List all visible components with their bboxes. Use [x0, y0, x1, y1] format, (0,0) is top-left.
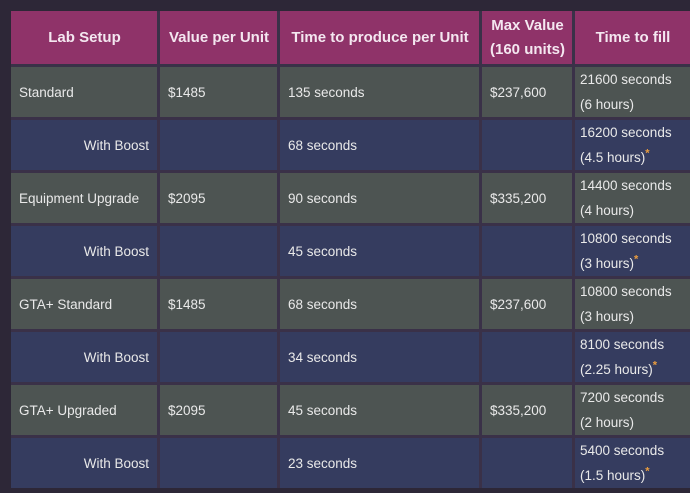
fill-hours: (2 hours) [580, 415, 635, 430]
cell-value-per-unit: $1485 [160, 67, 277, 117]
cell-time-to-fill: 16200 seconds (4.5 hours)* [575, 120, 690, 170]
fill-seconds: 10800 seconds [580, 231, 672, 246]
cell-time-per-unit: 45 seconds [280, 385, 479, 435]
cell-time-per-unit: 45 seconds [280, 226, 479, 276]
column-header-time-to-fill: Time to fill [575, 11, 690, 64]
cell-value-per-unit: $2095 [160, 173, 277, 223]
cell-max-value [482, 438, 572, 488]
cell-time-to-fill: 10800 seconds (3 hours) [575, 279, 690, 329]
fill-seconds: 14400 seconds [580, 178, 672, 193]
fill-seconds: 21600 seconds [580, 72, 672, 87]
boost-asterisk: * [634, 253, 639, 266]
cell-value-per-unit [160, 226, 277, 276]
column-header-max-value: Max Value (160 units) [482, 11, 572, 64]
cell-lab-setup: Equipment Upgrade [11, 173, 157, 223]
boost-asterisk: * [652, 359, 658, 372]
fill-hours: (2.25 hours)* [580, 359, 658, 377]
cell-lab-setup: With Boost [11, 120, 157, 170]
cell-max-value: $335,200 [482, 385, 572, 435]
fill-hours: (1.5 hours)* [580, 465, 650, 483]
fill-hours: (3 hours)* [580, 253, 639, 271]
boost-asterisk: * [645, 147, 650, 160]
cell-max-value [482, 226, 572, 276]
cell-time-to-fill: 8100 seconds (2.25 hours)* [575, 332, 690, 382]
cell-max-value [482, 332, 572, 382]
cell-time-per-unit: 34 seconds [280, 332, 479, 382]
fill-seconds: 16200 seconds [580, 125, 672, 140]
column-header-value-per-unit: Value per Unit [160, 11, 277, 64]
fill-seconds: 8100 seconds [580, 337, 665, 352]
cell-time-per-unit: 135 seconds [280, 67, 479, 117]
cell-lab-setup: With Boost [11, 226, 157, 276]
cell-max-value [482, 120, 572, 170]
cell-value-per-unit [160, 120, 277, 170]
cell-time-per-unit: 90 seconds [280, 173, 479, 223]
cell-lab-setup: GTA+ Standard [11, 279, 157, 329]
cell-time-to-fill: 14400 seconds (4 hours) [575, 173, 690, 223]
cell-time-to-fill: 21600 seconds (6 hours) [575, 67, 690, 117]
fill-hours: (4.5 hours)* [580, 147, 650, 165]
fill-seconds: 5400 seconds [580, 443, 665, 458]
cell-value-per-unit: $2095 [160, 385, 277, 435]
cell-max-value: $335,200 [482, 173, 572, 223]
fill-hours: (4 hours) [580, 203, 635, 218]
cell-lab-setup: With Boost [11, 438, 157, 488]
cell-lab-setup: With Boost [11, 332, 157, 382]
cell-time-per-unit: 68 seconds [280, 279, 479, 329]
cell-max-value: $237,600 [482, 279, 572, 329]
cell-time-to-fill: 5400 seconds (1.5 hours)* [575, 438, 690, 488]
column-header-time-to-produce: Time to produce per Unit [280, 11, 479, 64]
column-header-lab-setup: Lab Setup [11, 11, 157, 64]
cell-lab-setup: Standard [11, 67, 157, 117]
cell-value-per-unit: $1485 [160, 279, 277, 329]
fill-hours: (6 hours) [580, 97, 635, 112]
cell-value-per-unit [160, 438, 277, 488]
fill-seconds: 10800 seconds [580, 284, 672, 299]
cell-time-per-unit: 68 seconds [280, 120, 479, 170]
cell-time-to-fill: 7200 seconds (2 hours) [575, 385, 690, 435]
boost-asterisk: * [645, 465, 650, 478]
cell-time-to-fill: 10800 seconds (3 hours)* [575, 226, 690, 276]
fill-seconds: 7200 seconds [580, 390, 665, 405]
lab-setup-table: Lab Setup Value per Unit Time to produce… [11, 11, 690, 488]
cell-lab-setup: GTA+ Upgraded [11, 385, 157, 435]
cell-max-value: $237,600 [482, 67, 572, 117]
cell-time-per-unit: 23 seconds [280, 438, 479, 488]
cell-value-per-unit [160, 332, 277, 382]
fill-hours: (3 hours) [580, 309, 635, 324]
